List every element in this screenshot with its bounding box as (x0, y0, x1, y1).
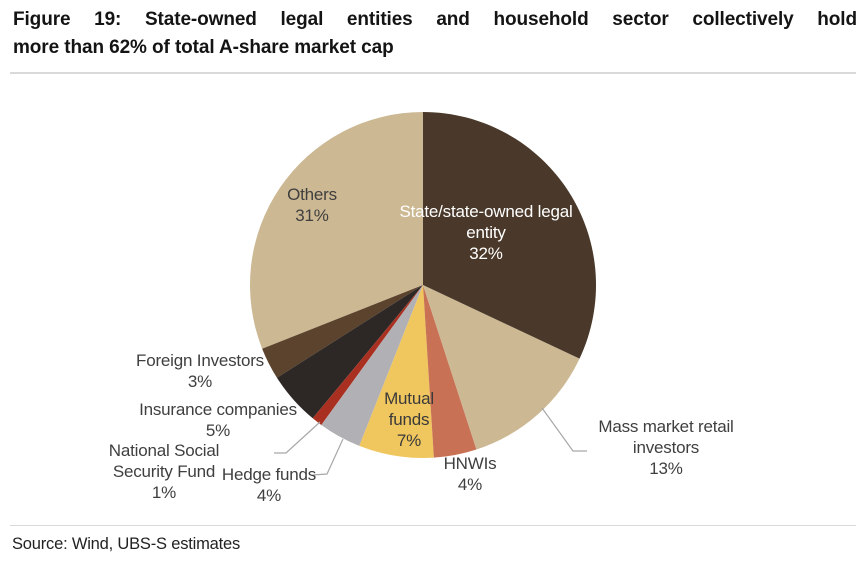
slice-label-hedge-funds: Hedge funds 4% (221, 465, 317, 505)
slice-label-state-owned: State/state-owned legal entity 32% (399, 202, 573, 263)
pie-slice-foreign-investors (262, 285, 423, 378)
figure-title: Figure 19: State-owned legal entities an… (13, 6, 857, 62)
slice-label-insurance: Insurance companies 5% (139, 400, 297, 440)
pie-slice-national-social-security-fund (312, 285, 423, 425)
pie-slice-others (249, 112, 423, 349)
pie-slice-mass-market-retail-investors (423, 285, 580, 450)
pie-slice-hedge-funds (321, 285, 423, 446)
pie-slice-mutual-funds (359, 285, 434, 459)
slice-label-mutual-funds: Mutual funds 7% (384, 389, 434, 450)
title-divider (10, 72, 856, 74)
leader-line-mass-market (541, 407, 587, 452)
slice-label-hnwis: HNWIs 4% (443, 454, 497, 494)
leader-line-hedge-funds (312, 438, 344, 476)
pie-slice-hnwis (423, 285, 477, 458)
slice-label-mass-market-retail: Mass market retail investors 13% (598, 417, 734, 478)
leader-line-national-social-security-fund (274, 421, 321, 454)
source-divider (10, 525, 856, 526)
pie-slice-insurance-companies (276, 285, 423, 419)
figure-title-line1: Figure 19: State-owned legal entities an… (13, 9, 857, 30)
slice-label-nssf: National Social Security Fund 1% (108, 441, 220, 502)
source-text: Source: Wind, UBS-S estimates (12, 535, 241, 553)
slice-label-others: Others 31% (287, 185, 337, 225)
slice-label-foreign-investors: Foreign Investors 3% (136, 351, 264, 391)
figure-title-line2: more than 62% of total A-share market ca… (13, 37, 394, 58)
pie-slice-state-state-owned-legal-entity (423, 112, 597, 359)
